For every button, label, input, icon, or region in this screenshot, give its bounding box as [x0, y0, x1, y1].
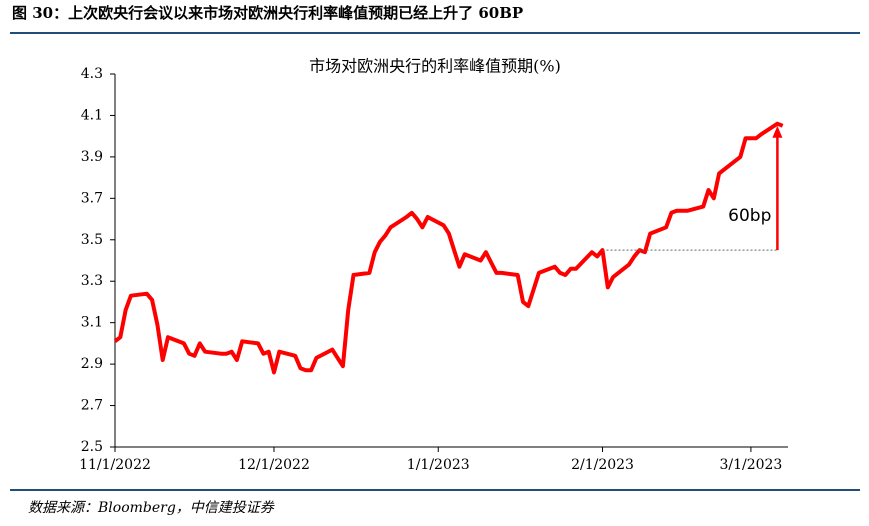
y-tick-label: 3.5	[81, 232, 103, 248]
x-tick-label: 1/1/2023	[407, 457, 470, 473]
y-tick-label: 2.5	[81, 439, 103, 455]
y-tick-label: 4.1	[81, 107, 103, 123]
y-tick-label: 2.7	[81, 398, 103, 414]
arrow-head	[772, 125, 783, 138]
chart-title: 市场对欧洲央行的利率峰值预期(%)	[309, 57, 561, 76]
x-tick-label: 11/1/2022	[79, 457, 151, 473]
y-tick-label: 2.9	[81, 356, 103, 372]
line-series	[113, 121, 784, 375]
source: 数据来源：Bloomberg，中信建投证券	[28, 500, 275, 516]
y-tick-label: 3.3	[81, 273, 103, 289]
y-tick-label: 4.3	[81, 66, 103, 82]
x-tick-label: 12/1/2022	[238, 457, 310, 473]
annotation-label: 60bp	[728, 206, 771, 226]
x-tick-label: 2/1/2023	[571, 457, 634, 473]
y-tick-label: 3.1	[81, 315, 103, 331]
figure-title: 图 30：上次欧央行会议以来市场对欧洲央行利率峰值预期已经上升了 60BP	[12, 4, 523, 22]
x-tick-label: 3/1/2023	[719, 457, 782, 473]
y-tick-label: 3.9	[81, 149, 103, 165]
y-tick-label: 3.7	[81, 190, 103, 206]
